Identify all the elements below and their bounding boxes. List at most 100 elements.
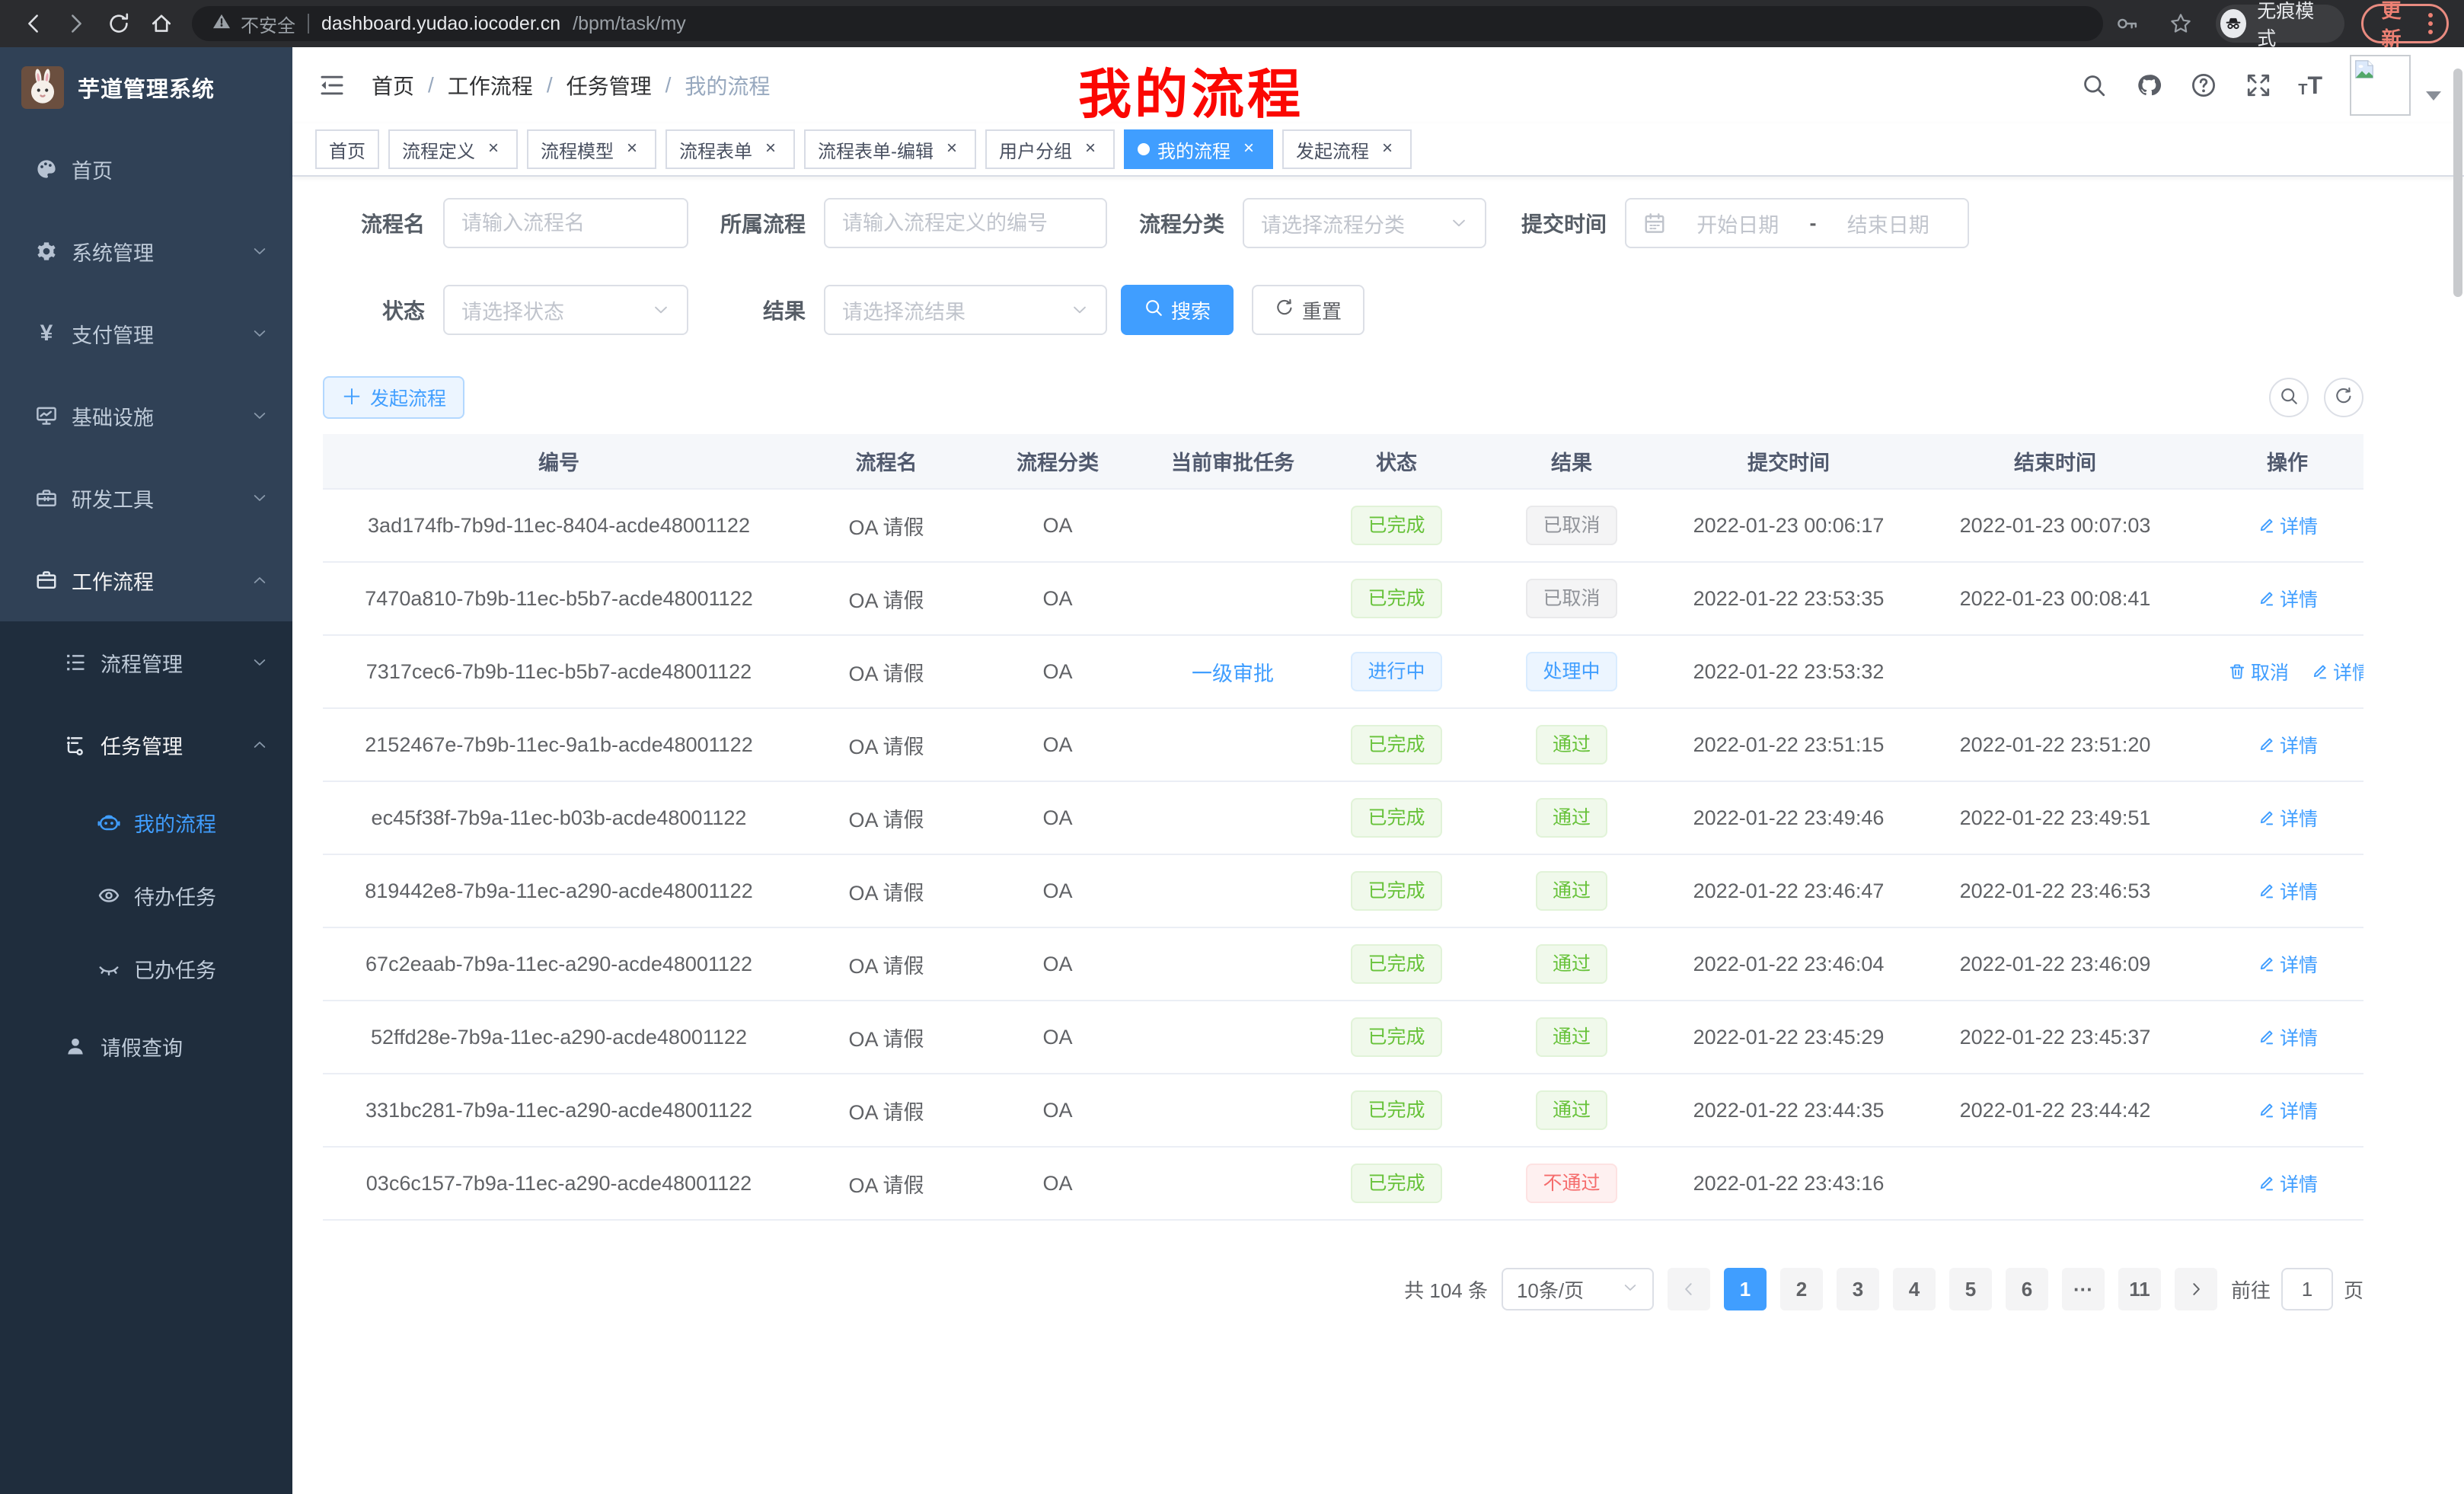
refresh-icon <box>2334 384 2354 412</box>
reset-button[interactable]: 重置 <box>1252 285 1365 335</box>
page-button-11[interactable]: 11 <box>2118 1268 2161 1310</box>
process-name-input[interactable] <box>443 198 688 248</box>
action-详情[interactable]: 详情 <box>2257 804 2318 832</box>
sidebar-item-流程管理[interactable]: 流程管理 <box>0 621 292 704</box>
sidebar-item-我的流程[interactable]: 我的流程 <box>0 786 292 859</box>
page-size-select[interactable]: 10条/页 <box>1501 1268 1654 1310</box>
action-详情[interactable]: 详情 <box>2257 512 2318 539</box>
sidebar-item-工作流程[interactable]: 工作流程 <box>0 539 292 621</box>
tab-用户分组[interactable]: 用户分组 <box>985 129 1115 169</box>
action-详情[interactable]: 详情 <box>2257 1097 2318 1124</box>
home-icon[interactable] <box>143 5 180 42</box>
action-详情[interactable]: 详情 <box>2257 877 2318 905</box>
breadcrumb-task[interactable]: 任务管理 <box>566 75 652 98</box>
sidebar-menu: 首页 系统管理 ¥ 支付管理 基础设施 研发工具 工作流程 <box>0 128 292 621</box>
action-取消[interactable]: 取消 <box>2228 658 2289 685</box>
table-row: 331bc281-7b9a-11ec-a290-acde48001122 OA 请… <box>323 1074 2363 1148</box>
goto-page-input[interactable] <box>2280 1268 2333 1310</box>
tab-发起流程[interactable]: 发起流程 <box>1282 129 1412 169</box>
process-id: ec45f38f-7b9a-11ec-b03b-acde48001122 <box>323 781 795 855</box>
github-icon[interactable] <box>2134 70 2164 101</box>
tab-首页[interactable]: 首页 <box>315 129 379 169</box>
table-row: ec45f38f-7b9a-11ec-b03b-acde48001122 OA 请… <box>323 781 2363 855</box>
process-category: OA <box>978 1147 1138 1221</box>
address-bar[interactable]: 不安全 dashboard.yudao.iocoder.cn/bpm/task/… <box>192 6 2103 41</box>
page-button-2[interactable]: 2 <box>1779 1268 1823 1310</box>
category-select[interactable]: 请选择流程分类 <box>1243 198 1486 248</box>
action-详情[interactable]: 详情 <box>2310 658 2363 685</box>
close-tab-icon[interactable] <box>941 139 962 160</box>
close-tab-icon[interactable] <box>1080 139 1101 160</box>
current-task-link[interactable]: 一级审批 <box>1192 662 1274 685</box>
back-icon[interactable] <box>15 5 52 42</box>
tab-流程表单[interactable]: 流程表单 <box>665 129 795 169</box>
page-button-4[interactable]: 4 <box>1892 1268 1936 1310</box>
close-tab-icon[interactable] <box>760 139 781 160</box>
sidebar-item-支付管理[interactable]: ¥ 支付管理 <box>0 292 292 375</box>
search-button[interactable]: 搜索 <box>1121 285 1234 335</box>
tab-流程定义[interactable]: 流程定义 <box>388 129 518 169</box>
key-icon[interactable] <box>2109 5 2146 42</box>
help-icon[interactable] <box>2188 70 2219 101</box>
sidebar-item-研发工具[interactable]: 研发工具 <box>0 457 292 539</box>
process-name: OA 请假 <box>795 927 978 1001</box>
status-select[interactable]: 请选择状态 <box>443 285 688 335</box>
update-button[interactable]: 更新 <box>2360 0 2449 50</box>
sidebar-item-系统管理[interactable]: 系统管理 <box>0 210 292 292</box>
breadcrumb-current: 我的流程 <box>685 75 771 98</box>
close-tab-icon[interactable] <box>483 139 504 160</box>
create-process-button[interactable]: ＋ 发起流程 <box>323 376 465 419</box>
security-chip[interactable]: 不安全 <box>212 11 295 37</box>
sidebar-item-label: 流程管理 <box>101 653 183 676</box>
search-icon[interactable] <box>2079 70 2109 101</box>
tab-label: 流程表单 <box>679 141 752 162</box>
search-icon <box>2279 384 2299 412</box>
action-详情[interactable]: 详情 <box>2257 1170 2318 1197</box>
kebab-menu-icon[interactable] <box>2428 13 2433 34</box>
prev-page-button[interactable] <box>1667 1268 1710 1310</box>
close-tab-icon[interactable] <box>621 139 643 160</box>
avatar[interactable] <box>2350 55 2411 116</box>
tab-流程表单-编辑[interactable]: 流程表单-编辑 <box>804 129 976 169</box>
action-详情[interactable]: 详情 <box>2257 950 2318 978</box>
font-size-icon[interactable] <box>2298 73 2322 97</box>
process-def-input[interactable] <box>824 198 1107 248</box>
star-icon[interactable] <box>2162 5 2199 42</box>
page-button-3[interactable]: 3 <box>1836 1268 1879 1310</box>
list-icon <box>64 651 87 674</box>
caret-down-icon[interactable] <box>2426 91 2441 101</box>
page-ellipsis[interactable]: ··· <box>2061 1268 2105 1310</box>
refresh-table-button[interactable] <box>2324 378 2363 417</box>
scrollbar-thumb[interactable] <box>2453 69 2462 297</box>
show-search-button[interactable] <box>2269 378 2309 417</box>
breadcrumb-workflow[interactable]: 工作流程 <box>447 75 533 98</box>
start-date-placeholder: 开始日期 <box>1696 213 1779 237</box>
sidebar-item-首页[interactable]: 首页 <box>0 128 292 210</box>
page-button-5[interactable]: 5 <box>1949 1268 1992 1310</box>
submit-time-range-picker[interactable]: 开始日期 - 结束日期 <box>1625 198 1969 248</box>
breadcrumb-home[interactable]: 首页 <box>372 75 415 98</box>
page-button-1[interactable]: 1 <box>1723 1268 1767 1310</box>
sidebar-item-基础设施[interactable]: 基础设施 <box>0 375 292 457</box>
close-tab-icon[interactable] <box>1238 139 1259 160</box>
forward-icon[interactable] <box>58 5 94 42</box>
next-page-button[interactable] <box>2174 1268 2217 1310</box>
action-详情[interactable]: 详情 <box>2257 585 2318 612</box>
tab-流程模型[interactable]: 流程模型 <box>527 129 656 169</box>
sidebar-item-已办任务[interactable]: 已办任务 <box>0 932 292 1005</box>
sidebar-item-待办任务[interactable]: 待办任务 <box>0 859 292 932</box>
close-tab-icon[interactable] <box>1377 139 1398 160</box>
reload-icon[interactable] <box>101 5 137 42</box>
result-select[interactable]: 请选择流结果 <box>824 285 1107 335</box>
incognito-icon <box>2220 9 2247 38</box>
tab-我的流程[interactable]: 我的流程 <box>1124 129 1273 169</box>
action-详情[interactable]: 详情 <box>2257 1023 2318 1051</box>
sidebar-item-请假查询[interactable]: 请假查询 <box>0 1005 292 1087</box>
action-详情[interactable]: 详情 <box>2257 731 2318 758</box>
fullscreen-icon[interactable] <box>2243 70 2274 101</box>
page-button-6[interactable]: 6 <box>2005 1268 2048 1310</box>
app-logo-row[interactable]: 芋道管理系统 <box>0 47 292 128</box>
sidebar-item-任务管理[interactable]: 任务管理 <box>0 704 292 786</box>
monitor-icon <box>35 404 58 427</box>
hamburger-icon[interactable] <box>315 69 349 102</box>
